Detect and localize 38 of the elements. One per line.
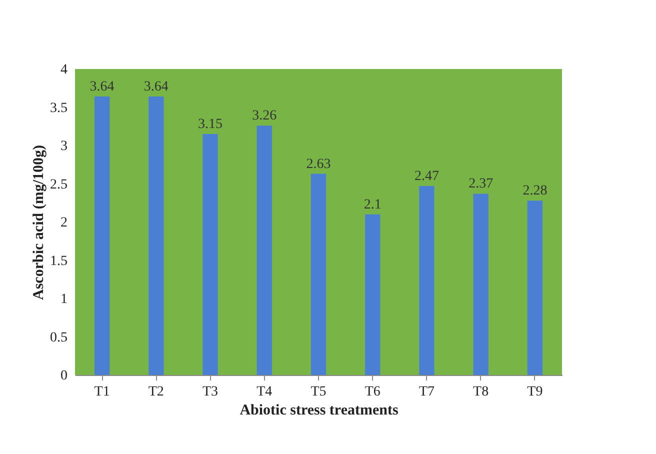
x-tick-label: T8 [473,384,489,400]
x-tick-label: T5 [310,384,326,400]
x-tick-label: T9 [527,384,543,400]
y-tick-label: 2.5 [50,177,68,192]
x-axis-title: Abiotic stress treatments [240,402,398,418]
data-label: 3.64 [144,80,168,95]
data-label: 2.37 [468,176,494,192]
y-tick-label: 1 [60,292,68,307]
y-tick-label: 1.5 [50,254,68,269]
x-tick-label: T1 [94,384,110,400]
y-tick-label: 0.5 [50,330,68,346]
data-label: 2.28 [522,184,548,199]
bar [310,174,326,375]
x-tick-label: T2 [148,384,164,400]
y-tick-label: 0 [60,368,68,384]
y-tick-label: 4 [60,62,68,78]
bar [148,96,164,375]
y-tick-label: 3.5 [50,100,68,116]
bar [256,126,272,375]
data-label: 2.47 [414,169,439,184]
data-label: 3.26 [252,108,277,124]
x-tick-label: T7 [418,384,435,400]
data-label: 3.15 [198,117,223,132]
bar [94,96,110,375]
data-label: 2.63 [306,156,331,172]
y-tick-label: 2 [60,216,68,230]
bar [419,186,434,375]
y-tick-label: 3 [60,139,68,154]
data-label: 2.1 [364,197,382,212]
bar [473,194,488,375]
data-label: 3.64 [90,80,114,95]
bar [365,214,380,375]
x-tick-label: T3 [202,384,218,400]
x-tick-label: T6 [364,384,380,400]
x-tick-label: T4 [256,384,272,400]
bar [527,200,543,375]
y-axis-title: Ascorbic acid (mg/100g) [31,145,47,300]
bar [202,134,218,375]
